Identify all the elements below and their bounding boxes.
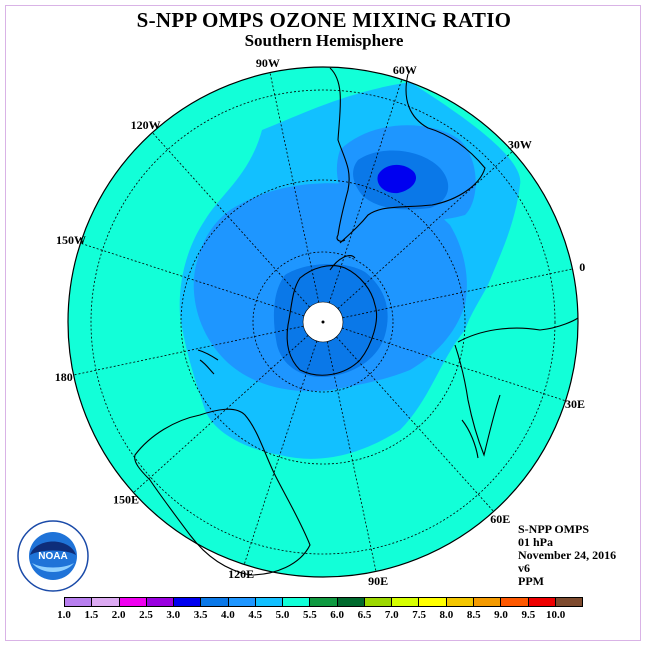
meridian-line bbox=[152, 132, 310, 308]
colorbar-swatch bbox=[65, 598, 93, 606]
noaa-logo-text: NOAA bbox=[38, 551, 67, 562]
colorbar-swatch bbox=[555, 598, 583, 606]
colorbar-tick-label: 7.0 bbox=[384, 609, 399, 621]
colorbar-swatch bbox=[92, 598, 120, 606]
colorbar-swatch bbox=[501, 598, 529, 606]
info-block: S-NPP OMPS 01 hPa November 24, 2016 v6 P… bbox=[518, 523, 616, 588]
longitude-label: 30W bbox=[508, 138, 532, 152]
meridian-line bbox=[73, 325, 304, 376]
longitude-label: 90E bbox=[368, 574, 388, 588]
meridian-line bbox=[243, 340, 318, 565]
coastline-south-america bbox=[329, 67, 486, 244]
colorbar-tick-label: 10.0 bbox=[546, 609, 566, 621]
colorbar-swatch bbox=[528, 598, 556, 606]
pressure-level-label: 01 hPa bbox=[518, 535, 554, 549]
date-label: November 24, 2016 bbox=[518, 548, 617, 562]
colorbar-tick-label: 4.5 bbox=[248, 609, 263, 621]
colorbar-tick-label: 5.5 bbox=[302, 609, 317, 621]
longitude-label: 150W bbox=[56, 233, 86, 247]
colorbar-swatch bbox=[201, 598, 229, 606]
longitude-label: 60E bbox=[490, 512, 510, 526]
colorbar-tick-label: 1.5 bbox=[84, 609, 99, 621]
meridian-line bbox=[328, 79, 403, 304]
map-subtitle: Southern Hemisphere bbox=[244, 31, 404, 50]
coastline-antarctic-peninsula bbox=[329, 255, 356, 271]
longitude-label: 0 bbox=[579, 260, 585, 274]
south-pole-point bbox=[321, 320, 325, 324]
coastline-africa bbox=[454, 317, 579, 457]
colorbar-swatch bbox=[228, 598, 256, 606]
meridian-line bbox=[80, 242, 305, 317]
colorbar-tick-label: 4.0 bbox=[221, 609, 235, 621]
meridian-line bbox=[133, 335, 309, 493]
colorbar-swatch bbox=[174, 598, 202, 606]
colorbar-tick-label: 7.5 bbox=[412, 609, 426, 621]
longitude-label: 150E bbox=[113, 492, 139, 506]
colorbar-swatch bbox=[392, 598, 420, 606]
version-label: v6 bbox=[518, 561, 530, 575]
meridian-lines bbox=[73, 72, 573, 572]
colorbar-swatch bbox=[283, 598, 311, 606]
colorbar-swatch bbox=[255, 598, 284, 606]
longitude-labels: 0 30E 60E 90E 120E 150E 180 150W 120W 90W 60W 30W bbox=[55, 56, 585, 588]
noaa-logo: NOAA bbox=[17, 520, 89, 592]
coastlines bbox=[134, 67, 579, 576]
meridian-line bbox=[326, 341, 377, 572]
colorbar-tick-label: 5.0 bbox=[275, 609, 290, 621]
longitude-label: 120W bbox=[131, 118, 161, 132]
meridian-line bbox=[342, 268, 573, 319]
coastline-antarctica bbox=[286, 265, 378, 376]
colorbar-swatch bbox=[337, 598, 365, 606]
colorbar-ticks: 1.0 1.5 2.0 2.5 3.0 3.5 4.0 4.5 5.0 5.5 6.0 6.5 7.0 7… bbox=[57, 608, 583, 622]
colorbar-swatch bbox=[310, 598, 338, 606]
colorbar-tick-label: 9.0 bbox=[494, 609, 508, 621]
map-title: S-NPP OMPS OZONE MIXING RATIO bbox=[136, 8, 512, 32]
colorbar-tick-label: 6.5 bbox=[357, 609, 372, 621]
longitude-label: 60W bbox=[393, 63, 417, 77]
colorbar-tick-label: 3.0 bbox=[166, 609, 181, 621]
colorbar-tick-label: 9.5 bbox=[521, 609, 536, 621]
colorbar-tick-label: 8.5 bbox=[466, 609, 481, 621]
colorbar-tick-label: 2.0 bbox=[111, 609, 126, 621]
meridian-line bbox=[336, 336, 494, 512]
meridian-line bbox=[337, 151, 513, 309]
colorbar-swatch bbox=[119, 598, 147, 606]
colorbar-tick-label: 2.5 bbox=[139, 609, 153, 621]
colorbar-swatch bbox=[446, 598, 474, 606]
longitude-label: 90W bbox=[256, 56, 280, 70]
units-label: PPM bbox=[518, 574, 544, 588]
colorbar-swatch bbox=[419, 598, 447, 606]
colorbar-swatch bbox=[364, 598, 393, 606]
coastline-australia bbox=[134, 408, 311, 576]
coastline-madagascar bbox=[461, 419, 479, 459]
colorbar bbox=[64, 597, 583, 607]
figure-frame bbox=[5, 5, 641, 641]
colorbar-tick-label: 8.0 bbox=[439, 609, 454, 621]
colorbar-swatch bbox=[146, 598, 175, 606]
longitude-label: 180 bbox=[55, 370, 73, 384]
instrument-label: S-NPP OMPS bbox=[518, 522, 589, 536]
ozone-field-2.5-3.0-atlantic bbox=[377, 164, 417, 194]
meridian-line bbox=[341, 327, 566, 402]
map-boundary bbox=[67, 66, 579, 578]
coastline-new-zealand bbox=[197, 349, 219, 375]
meridian-line bbox=[269, 72, 320, 303]
colorbar-swatch bbox=[473, 598, 502, 606]
longitude-label: 120E bbox=[228, 567, 254, 581]
lat-lon-grid bbox=[90, 89, 556, 555]
longitude-label: 30E bbox=[565, 397, 585, 411]
colorbar-tick-label: 3.5 bbox=[193, 609, 208, 621]
colorbar-tick-label: 6.0 bbox=[330, 609, 345, 621]
colorbar-tick-label: 1.0 bbox=[57, 609, 71, 621]
